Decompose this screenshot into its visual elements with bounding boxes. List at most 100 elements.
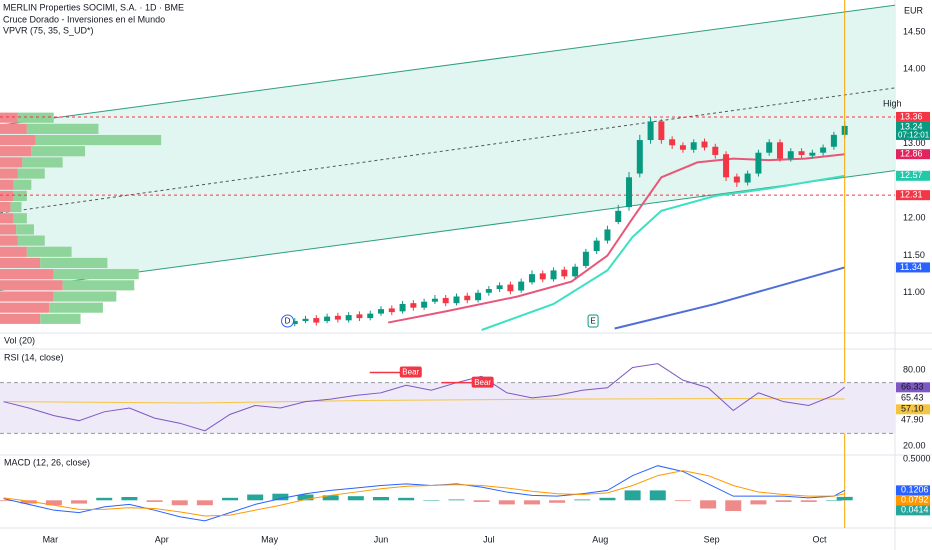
- macd-histogram: [171, 500, 188, 506]
- value-label-box: [896, 485, 930, 496]
- macd-histogram: [20, 500, 37, 504]
- candle-body: [561, 269, 568, 277]
- macd-histogram: [222, 497, 239, 501]
- candle-body: [378, 309, 385, 314]
- macd-histogram: [322, 495, 339, 501]
- rsi-ma: [3, 398, 845, 404]
- candle-body: [615, 210, 622, 222]
- vp-up: [22, 157, 63, 168]
- vp-up: [10, 202, 22, 213]
- macd-line: [3, 470, 845, 517]
- price-label: 13.24: [900, 121, 923, 131]
- candle-body: [690, 142, 697, 150]
- value-label: 57.10: [901, 404, 924, 414]
- macd-histogram: [549, 500, 566, 503]
- price-label-box: [896, 170, 930, 181]
- macd-histogram: [398, 497, 415, 501]
- vp-up: [17, 168, 45, 179]
- macd-histogram: [297, 494, 314, 501]
- candle-body: [399, 303, 406, 312]
- vp-down: [0, 246, 27, 257]
- price-label: 12.86: [900, 149, 923, 159]
- candle-body: [421, 301, 428, 308]
- candle-body: [475, 292, 482, 301]
- candle-body: [324, 316, 331, 322]
- value-label-box: [896, 495, 930, 506]
- vp-up: [62, 280, 135, 291]
- rsi-line: [3, 363, 845, 432]
- channel-upper: [0, 4, 896, 126]
- rsi-band: [0, 382, 895, 434]
- candle-body: [669, 139, 676, 146]
- indicator-label: Cruce Dorado - Inversiones en el Mundo: [3, 14, 165, 24]
- channel-fill: [0, 5, 895, 291]
- candle-body: [755, 152, 762, 174]
- candle-body: [345, 315, 352, 321]
- vp-down: [0, 202, 11, 213]
- candle-body: [528, 274, 535, 283]
- candle-body: [626, 177, 633, 208]
- candle-body: [550, 270, 557, 280]
- vp-up: [13, 190, 27, 202]
- vp-down: [0, 112, 18, 123]
- y-tick-label: 80.00: [903, 364, 926, 374]
- value-label-box: [896, 404, 930, 415]
- y-tick-label: 12.00: [903, 213, 926, 223]
- value-label: 65.43: [901, 393, 924, 403]
- y-tick-label: 14.00: [903, 64, 926, 74]
- vp-down: [0, 146, 32, 157]
- candle-body: [507, 284, 514, 292]
- macd-histogram: [750, 500, 767, 505]
- value-label: 0.0792: [901, 495, 929, 505]
- event-label: D: [285, 317, 291, 326]
- macd-histogram: [624, 490, 641, 501]
- vp-down: [0, 213, 14, 224]
- vp-up: [49, 302, 103, 313]
- price-label: 11.34: [900, 262, 922, 272]
- candle-body: [431, 298, 438, 302]
- vp-up: [16, 224, 35, 235]
- price-label-box: [896, 121, 930, 132]
- y-tick-label: 20.00: [903, 440, 926, 450]
- vp-down: [0, 280, 63, 291]
- value-label: 47.90: [901, 415, 924, 425]
- macd-histogram: [574, 499, 591, 501]
- moving-average: [388, 153, 845, 324]
- vp-down: [0, 313, 41, 324]
- vp-down: [0, 123, 27, 134]
- candle-body: [453, 296, 460, 304]
- value-label: 66.33: [901, 382, 924, 392]
- x-tick-label: Jun: [374, 534, 389, 544]
- candle-body: [787, 151, 794, 159]
- vp-up: [40, 257, 108, 269]
- candle-body: [388, 308, 395, 313]
- high-label: High: [883, 98, 902, 108]
- event-label: E: [590, 317, 595, 326]
- channel-middle: [0, 87, 896, 214]
- candle-body: [766, 142, 773, 153]
- x-tick-label: Oct: [813, 534, 828, 544]
- x-tick-label: Apr: [155, 534, 169, 544]
- panel-title: RSI (14, close): [4, 352, 64, 362]
- candle-body: [809, 152, 816, 156]
- macd-histogram: [775, 500, 792, 502]
- vp-up: [13, 179, 32, 190]
- candle-body: [572, 266, 579, 277]
- vp-up: [13, 213, 27, 224]
- macd-histogram: [146, 500, 163, 502]
- candle-body: [334, 315, 341, 320]
- annotation-label: Bear: [474, 378, 491, 387]
- vp-up: [53, 291, 117, 302]
- vp-down: [0, 179, 14, 190]
- vp-down: [0, 291, 54, 302]
- indicator-label: VPVR (75, 35, S_UD*): [3, 25, 94, 35]
- macd-histogram: [448, 499, 465, 501]
- value-label: 0.0414: [901, 505, 929, 515]
- price-label: 12.31: [900, 190, 923, 200]
- macd-histogram: [0, 500, 12, 502]
- candle-body: [496, 285, 503, 290]
- x-tick-label: Mar: [43, 534, 59, 544]
- candle-body: [679, 145, 686, 150]
- vp-down: [0, 157, 23, 168]
- macd-histogram: [45, 500, 62, 506]
